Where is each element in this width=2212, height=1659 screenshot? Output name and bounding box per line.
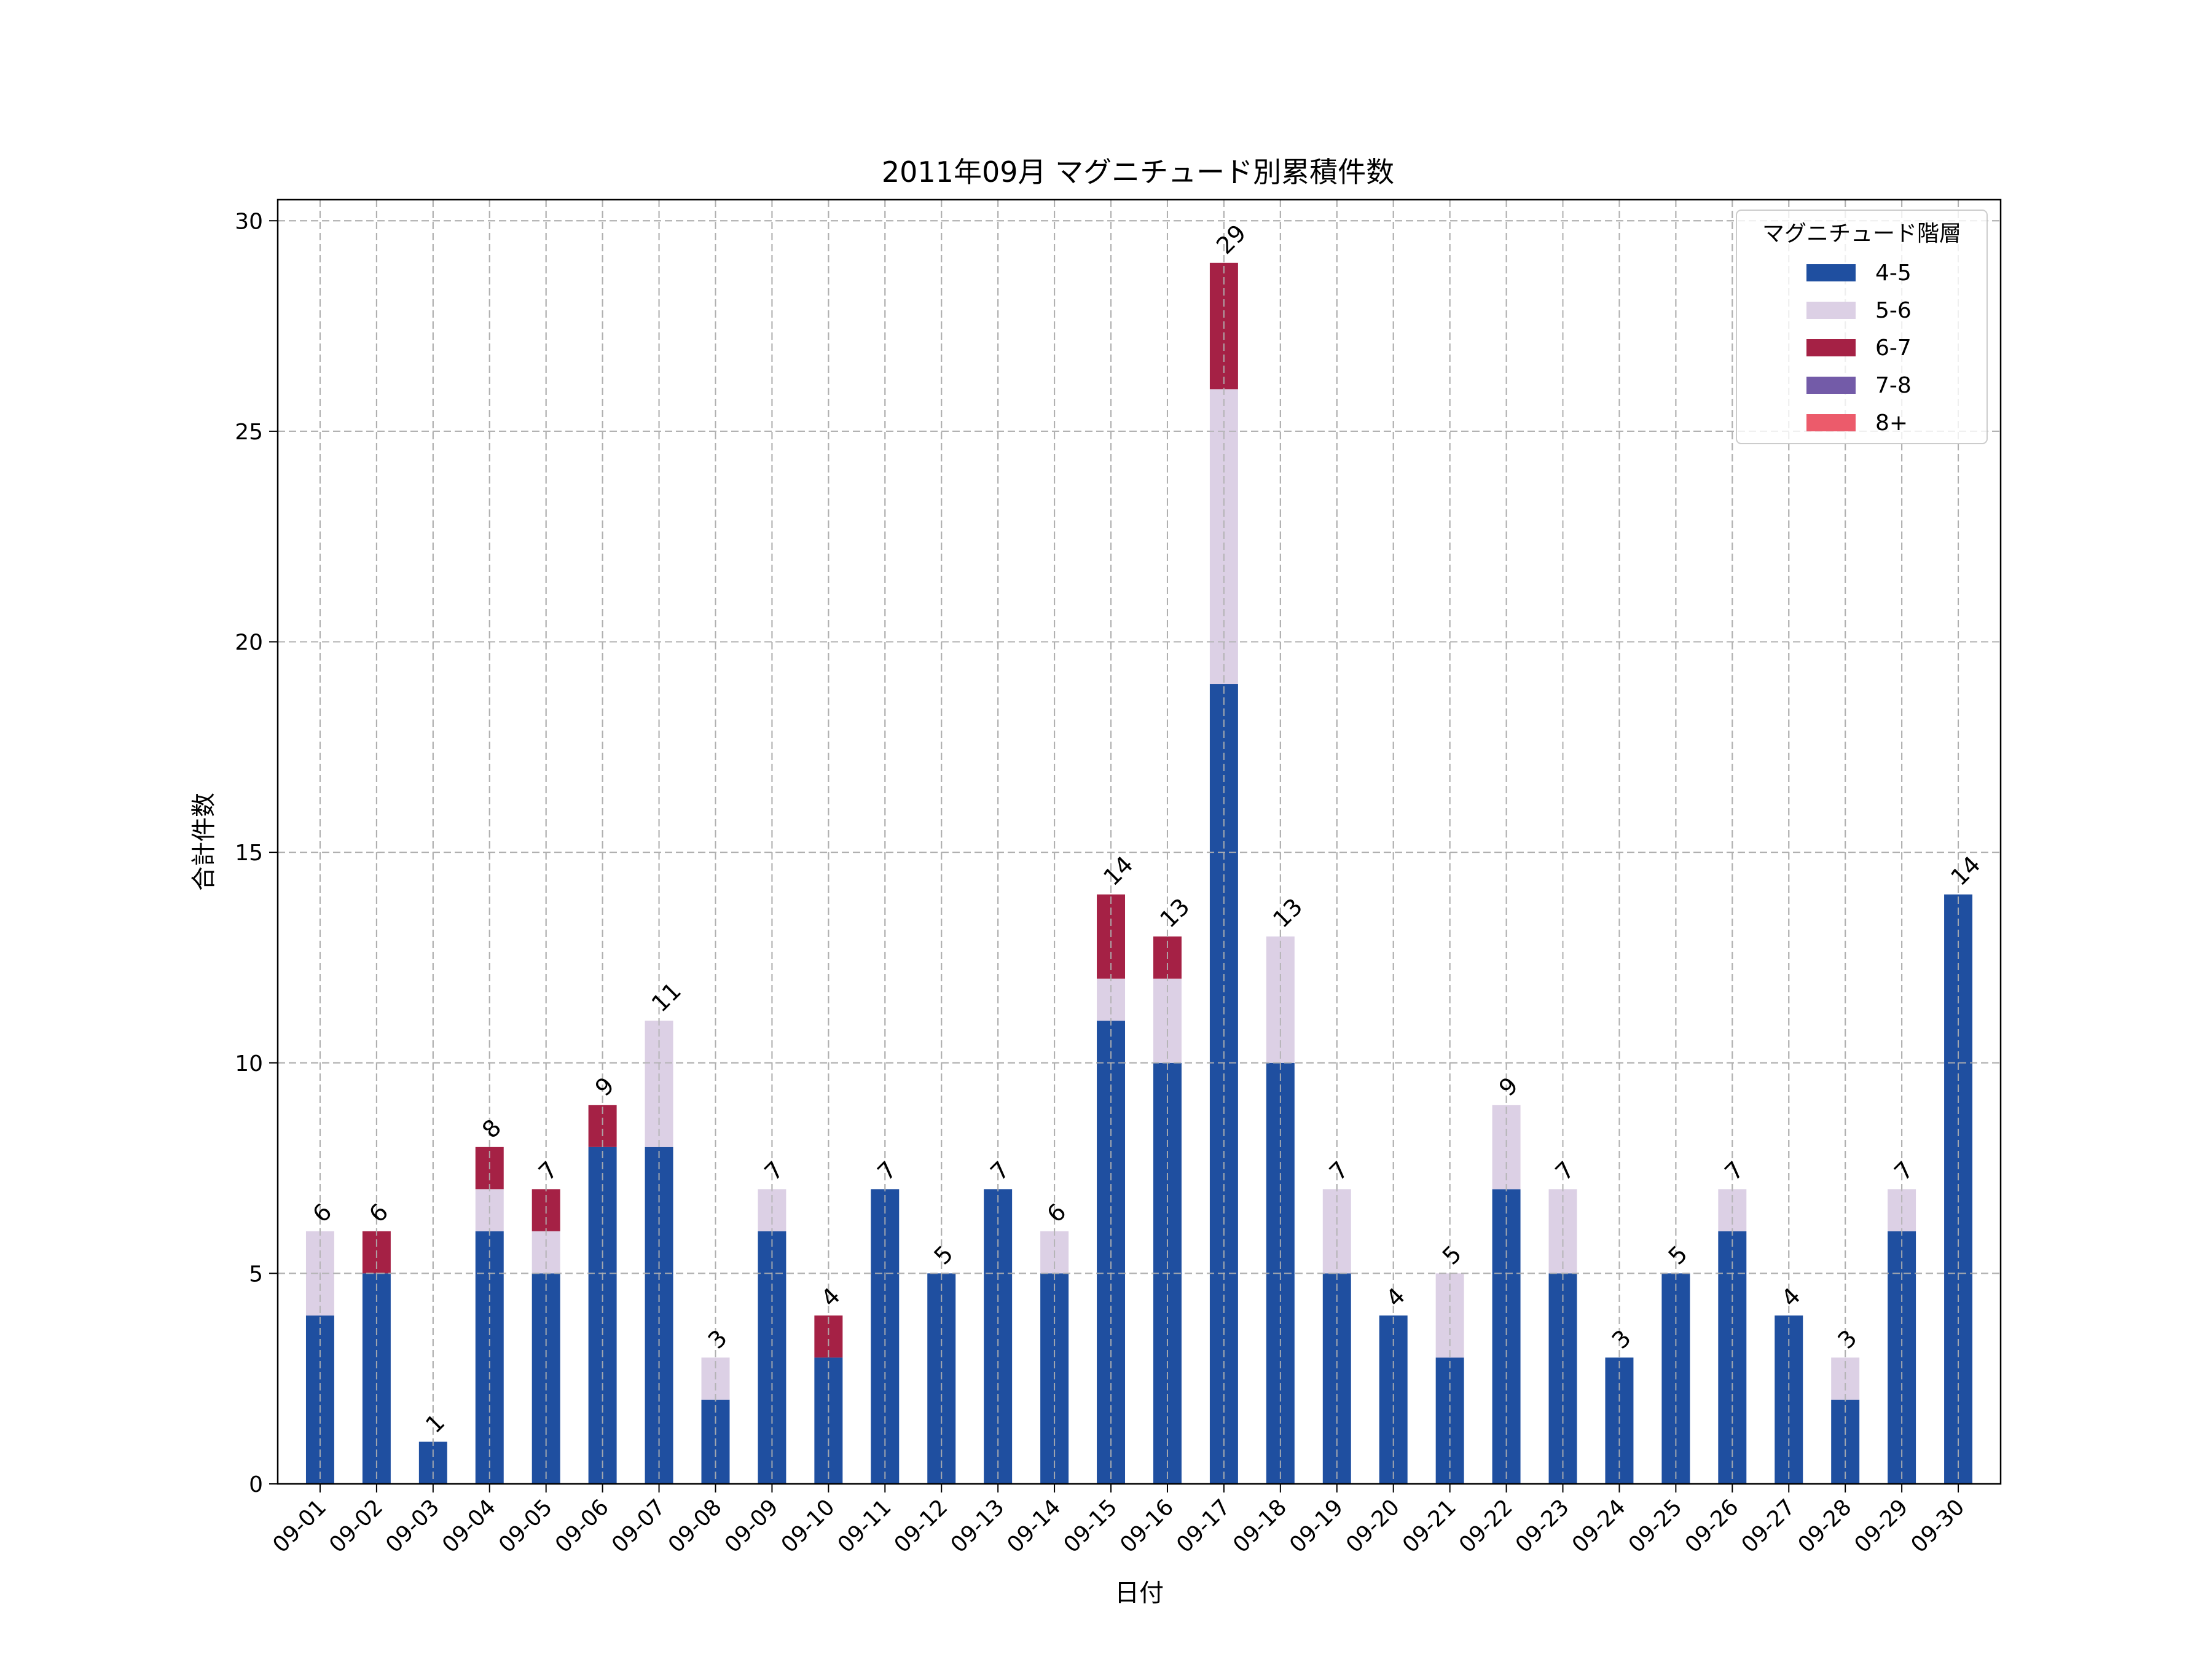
total-label-09-20: 4 xyxy=(1381,1282,1410,1312)
x-tick-label-09-09: 09-09 xyxy=(720,1494,783,1558)
bar-09-13-4-5 xyxy=(984,1189,1013,1484)
x-tick-label-09-19: 09-19 xyxy=(1285,1494,1348,1558)
legend-label-5-6: 5-6 xyxy=(1875,298,1912,323)
chart-title: 2011年09月 マグニチュード別累積件数 xyxy=(882,155,1394,189)
total-label-09-27: 4 xyxy=(1776,1282,1805,1312)
plot-frame xyxy=(276,198,2002,1485)
x-tick-label-09-26: 09-26 xyxy=(1681,1494,1744,1558)
total-label-09-29: 7 xyxy=(1889,1156,1918,1185)
total-label-09-24: 3 xyxy=(1607,1325,1636,1354)
total-label-09-04: 8 xyxy=(477,1114,506,1143)
y-tick-label-20: 20 xyxy=(235,630,263,656)
x-tick-label-09-18: 09-18 xyxy=(1228,1494,1292,1558)
total-label-09-07: 11 xyxy=(646,977,686,1017)
total-label-09-01: 6 xyxy=(307,1198,337,1228)
x-tick-label-09-06: 09-06 xyxy=(551,1494,614,1558)
x-tick-label-09-04: 09-04 xyxy=(437,1494,501,1558)
total-label-09-11: 7 xyxy=(873,1156,902,1185)
legend-box xyxy=(1736,210,1988,444)
y-tick-label-5: 5 xyxy=(249,1261,263,1287)
bar-09-09-4-5 xyxy=(758,1231,786,1484)
total-label-09-06: 9 xyxy=(590,1072,619,1101)
legend-swatch-5-6 xyxy=(1806,302,1856,319)
legend-swatch-7-8 xyxy=(1806,377,1856,394)
total-label-09-05: 7 xyxy=(533,1156,563,1185)
x-tick-label-09-11: 09-11 xyxy=(833,1494,896,1558)
bars xyxy=(278,200,2001,1484)
x-tick-label-09-22: 09-22 xyxy=(1454,1494,1518,1558)
x-tick-label-09-12: 09-12 xyxy=(890,1494,953,1558)
x-tick-label-09-08: 09-08 xyxy=(664,1494,727,1558)
x-tick-label-09-23: 09-23 xyxy=(1511,1494,1574,1558)
x-tick-label-09-14: 09-14 xyxy=(1003,1494,1066,1558)
x-tick-label-09-02: 09-02 xyxy=(324,1494,388,1558)
total-label-09-02: 6 xyxy=(364,1198,393,1228)
x-tick-label-09-24: 09-24 xyxy=(1567,1494,1631,1558)
x-tick-label-09-29: 09-29 xyxy=(1850,1494,1913,1558)
y-tick-label-0: 0 xyxy=(249,1472,263,1497)
legend-label-6-7: 6-7 xyxy=(1875,335,1912,361)
x-tick-label-09-25: 09-25 xyxy=(1624,1494,1687,1558)
total-label-09-03: 1 xyxy=(420,1409,450,1438)
y-tick-label-30: 30 xyxy=(235,209,263,234)
total-label-09-21: 5 xyxy=(1437,1241,1467,1270)
total-label-09-08: 3 xyxy=(703,1325,732,1354)
legend-items: 4-5 5-6 6-7 7-8 8+ xyxy=(1806,261,1912,436)
x-tick-label-09-21: 09-21 xyxy=(1398,1494,1461,1558)
legend-label-8+: 8+ xyxy=(1875,410,1908,436)
x-tick-label-09-30: 09-30 xyxy=(1906,1494,1969,1558)
x-tick-label-09-28: 09-28 xyxy=(1794,1494,1857,1558)
legend-swatch-8+ xyxy=(1806,414,1856,431)
total-label-09-13: 7 xyxy=(985,1156,1014,1185)
x-axis-label: 日付 xyxy=(1115,1579,1164,1607)
x-tick-label-09-05: 09-05 xyxy=(494,1494,557,1558)
x-tick-label-09-15: 09-15 xyxy=(1059,1494,1122,1558)
legend-label-7-8: 7-8 xyxy=(1875,373,1912,398)
y-tick-label-15: 15 xyxy=(235,841,263,866)
x-tick-label-09-13: 09-13 xyxy=(946,1494,1010,1558)
x-axis-ticks: 09-0109-0209-0309-0409-0509-0609-0709-08… xyxy=(268,1484,1969,1558)
total-label-09-16: 13 xyxy=(1155,893,1194,933)
legend: マグニチュード階層 4-5 5-6 6-7 7-8 8+ xyxy=(1736,210,1988,444)
total-label-09-14: 6 xyxy=(1041,1198,1071,1228)
total-label-09-26: 7 xyxy=(1720,1156,1749,1185)
x-tick-label-09-07: 09-07 xyxy=(607,1494,670,1558)
x-tick-label-09-10: 09-10 xyxy=(777,1494,840,1558)
bar-09-26-4-5 xyxy=(1718,1231,1747,1484)
x-tick-label-09-16: 09-16 xyxy=(1115,1494,1179,1558)
bar-09-04-4-5 xyxy=(475,1231,504,1484)
total-label-09-15: 14 xyxy=(1098,851,1138,891)
bar-09-07-5-6 xyxy=(645,1021,673,1147)
total-label-09-25: 5 xyxy=(1663,1241,1693,1270)
bar-09-11-4-5 xyxy=(871,1189,900,1484)
x-tick-label-09-03: 09-03 xyxy=(381,1494,444,1558)
total-label-09-19: 7 xyxy=(1324,1156,1354,1185)
y-axis-label: 合計件数 xyxy=(190,793,218,891)
legend-swatch-6-7 xyxy=(1806,339,1856,356)
x-tick-label-09-20: 09-20 xyxy=(1341,1494,1405,1558)
x-tick-label-09-01: 09-01 xyxy=(268,1494,331,1558)
bar-09-29-4-5 xyxy=(1888,1231,1916,1484)
x-tick-label-09-17: 09-17 xyxy=(1172,1494,1235,1558)
total-label-09-09: 7 xyxy=(759,1156,789,1185)
bar-09-22-4-5 xyxy=(1492,1189,1521,1484)
legend-swatch-4-5 xyxy=(1806,264,1856,281)
total-label-09-22: 9 xyxy=(1494,1072,1523,1101)
y-axis-ticks: 0 5 10 15 20 25 30 xyxy=(235,209,278,1497)
legend-label-4-5: 4-5 xyxy=(1875,261,1912,286)
legend-title: マグニチュード階層 xyxy=(1762,221,1961,246)
total-label-09-17: 29 xyxy=(1211,219,1251,259)
total-label-09-23: 7 xyxy=(1550,1156,1580,1185)
total-label-09-10: 4 xyxy=(816,1282,845,1312)
y-tick-label-10: 10 xyxy=(235,1051,263,1077)
x-tick-label-09-27: 09-27 xyxy=(1737,1494,1800,1558)
total-label-09-30: 14 xyxy=(1945,851,1985,891)
total-label-09-12: 5 xyxy=(928,1241,958,1270)
total-label-09-18: 13 xyxy=(1268,893,1308,933)
total-label-09-28: 3 xyxy=(1832,1325,1862,1354)
y-tick-label-25: 25 xyxy=(235,420,263,445)
